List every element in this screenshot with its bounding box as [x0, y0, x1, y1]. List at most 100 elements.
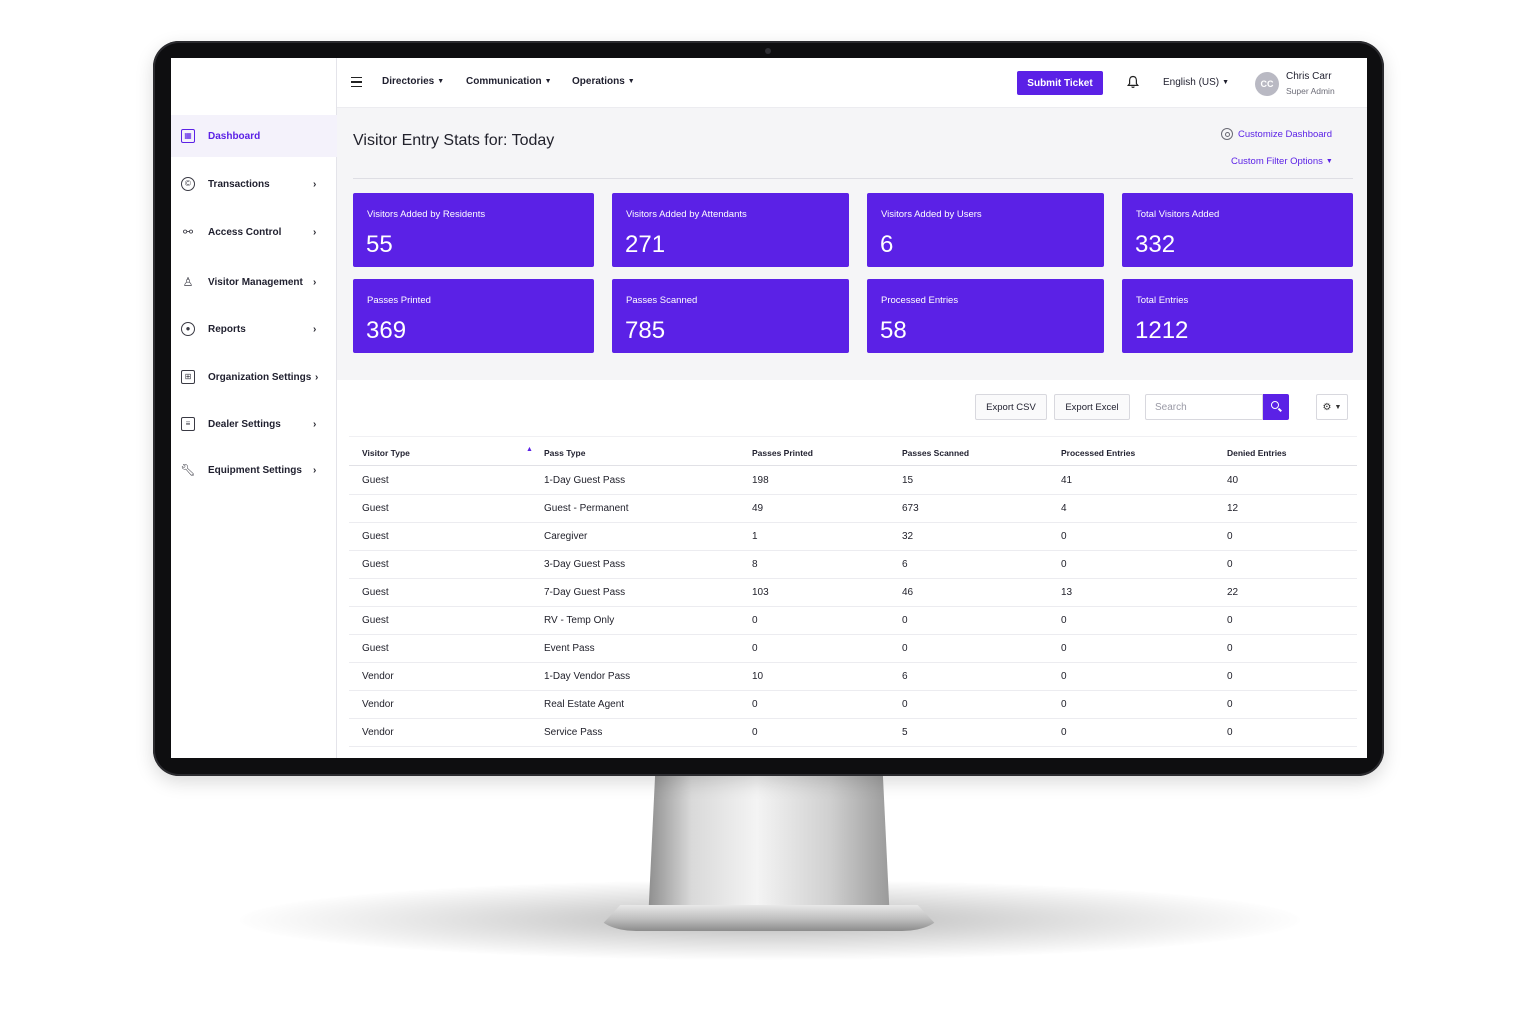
custom-filter-options-dropdown[interactable]: Custom Filter Options ▼ — [1231, 156, 1333, 167]
cell-denied-entries: 40 — [1227, 475, 1239, 486]
table-row[interactable]: Vendor Service Pass 0 5 0 0 — [349, 719, 1357, 747]
reports-icon: ● — [181, 322, 195, 336]
stat-label: Total Entries — [1136, 295, 1189, 306]
cell-processed-entries: 0 — [1061, 727, 1067, 738]
cell-pass-type: 1-Day Vendor Pass — [544, 671, 631, 682]
caret-down-icon: ▼ — [544, 78, 552, 85]
stat-card-passes-scanned[interactable]: Passes Scanned 785 — [612, 279, 849, 353]
table-row[interactable]: Guest Caregiver 1 32 0 0 — [349, 523, 1357, 551]
sidebar-item-dealer-settings[interactable]: ≡ Dealer Settings › — [171, 403, 337, 445]
cell-denied-entries: 0 — [1227, 727, 1233, 738]
cell-passes-scanned: 0 — [902, 615, 908, 626]
cell-visitor-type: Guest — [362, 503, 389, 514]
stat-value: 785 — [625, 317, 666, 344]
stat-label: Visitors Added by Users — [881, 209, 982, 220]
sidebar-item-equipment-settings[interactable]: 🔧︎ Equipment Settings › — [171, 449, 337, 491]
export-csv-button[interactable]: Export CSV — [975, 394, 1047, 420]
monitor-stand-base — [596, 905, 942, 931]
cell-pass-type: Event Pass — [544, 643, 595, 654]
cell-passes-scanned: 673 — [902, 503, 919, 514]
column-header-processed-entries[interactable]: Processed Entries — [1061, 448, 1136, 458]
customize-dashboard-link[interactable]: Customize Dashboard — [1221, 128, 1332, 140]
sidebar-item-reports[interactable]: ● Reports › — [171, 308, 337, 350]
caret-down-icon: ▼ — [1222, 79, 1230, 86]
menu-label: Operations — [572, 76, 625, 87]
cell-passes-scanned: 0 — [902, 699, 908, 710]
cell-pass-type: Real Estate Agent — [544, 699, 625, 710]
sidebar-item-label: Organization Settings — [208, 371, 312, 383]
cell-passes-printed: 10 — [752, 671, 764, 682]
stat-card-visitors-users[interactable]: Visitors Added by Users 6 — [867, 193, 1104, 267]
cell-passes-scanned: 15 — [902, 475, 914, 486]
cell-visitor-type: Vendor — [362, 671, 394, 682]
notification-bell-icon[interactable] — [1127, 75, 1139, 89]
sort-ascending-icon[interactable]: ▲ — [526, 446, 533, 453]
cell-denied-entries: 0 — [1227, 643, 1233, 654]
sidebar-item-organization-settings[interactable]: ⊞ Organization Settings › — [171, 356, 337, 398]
sidebar-item-label: Access Control — [208, 226, 282, 238]
app-screen: ▦ Dashboard © Transactions › ⚯ Access Co… — [171, 58, 1367, 758]
cell-visitor-type: Guest — [362, 587, 389, 598]
table-row[interactable]: Guest 1-Day Guest Pass 198 15 41 40 — [349, 467, 1357, 495]
column-header-passes-scanned[interactable]: Passes Scanned — [902, 448, 970, 458]
cell-visitor-type: Guest — [362, 475, 389, 486]
table-settings-button[interactable]: ⚙ ▼ — [1316, 394, 1348, 420]
menu-label: Communication — [466, 76, 542, 87]
column-header-denied-entries[interactable]: Denied Entries — [1227, 448, 1287, 458]
stat-card-processed-entries[interactable]: Processed Entries 58 — [867, 279, 1104, 353]
column-header-passes-printed[interactable]: Passes Printed — [752, 448, 813, 458]
stat-value: 58 — [880, 317, 907, 344]
cell-processed-entries: 0 — [1061, 699, 1067, 710]
cell-passes-printed: 0 — [752, 643, 758, 654]
sidebar-item-transactions[interactable]: © Transactions › — [171, 163, 337, 205]
menu-directories[interactable]: Directories ▼ — [382, 76, 444, 87]
table-row[interactable]: Vendor 1-Day Vendor Pass 10 6 0 0 — [349, 663, 1357, 691]
table-row[interactable]: Guest RV - Temp Only 0 0 0 0 — [349, 607, 1357, 635]
table-row[interactable]: Guest 3-Day Guest Pass 8 6 0 0 — [349, 551, 1357, 579]
sidebar-item-label: Visitor Management — [208, 276, 303, 288]
cell-processed-entries: 41 — [1061, 475, 1073, 486]
sidebar-item-access-control[interactable]: ⚯ Access Control › — [171, 211, 337, 253]
dealer-icon: ≡ — [181, 417, 195, 431]
menu-communication[interactable]: Communication ▼ — [466, 76, 552, 87]
search-input[interactable]: Search — [1145, 394, 1263, 420]
hamburger-menu-icon[interactable] — [351, 77, 362, 87]
stat-label: Passes Scanned — [626, 295, 698, 306]
avatar[interactable]: CC — [1255, 72, 1279, 96]
column-header-visitor-type[interactable]: Visitor Type — [362, 448, 410, 458]
stat-value: 369 — [366, 317, 407, 344]
sidebar-item-visitor-management[interactable]: ♙ Visitor Management › — [171, 261, 337, 303]
stat-card-passes-printed[interactable]: Passes Printed 369 — [353, 279, 594, 353]
user-name[interactable]: Chris Carr — [1286, 71, 1332, 82]
stat-value: 1212 — [1135, 317, 1189, 344]
cell-processed-entries: 13 — [1061, 587, 1073, 598]
language-selector[interactable]: English (US) ▼ — [1163, 77, 1229, 88]
stat-card-total-visitors[interactable]: Total Visitors Added 332 — [1122, 193, 1353, 267]
cell-visitor-type: Guest — [362, 531, 389, 542]
submit-ticket-button[interactable]: Submit Ticket — [1017, 71, 1103, 95]
table-row[interactable]: Guest Event Pass 0 0 0 0 — [349, 635, 1357, 663]
table-row[interactable]: Guest 7-Day Guest Pass 103 46 13 22 — [349, 579, 1357, 607]
table-row[interactable]: Vendor Real Estate Agent 0 0 0 0 — [349, 691, 1357, 719]
search-button[interactable] — [1263, 394, 1289, 420]
cell-pass-type: Service Pass — [544, 727, 603, 738]
caret-down-icon: ▼ — [1334, 403, 1342, 411]
stat-card-visitors-attendants[interactable]: Visitors Added by Attendants 271 — [612, 193, 849, 267]
cell-visitor-type: Vendor — [362, 727, 394, 738]
cell-visitor-type: Guest — [362, 643, 389, 654]
cell-passes-printed: 0 — [752, 615, 758, 626]
cell-pass-type: 7-Day Guest Pass — [544, 587, 626, 598]
sidebar-item-label: Reports — [208, 323, 246, 335]
cell-denied-entries: 0 — [1227, 671, 1233, 682]
menu-operations[interactable]: Operations ▼ — [572, 76, 635, 87]
sidebar-item-label: Equipment Settings — [208, 464, 302, 476]
stat-card-visitors-residents[interactable]: Visitors Added by Residents 55 — [353, 193, 594, 267]
stat-card-total-entries[interactable]: Total Entries 1212 — [1122, 279, 1353, 353]
column-header-pass-type[interactable]: Pass Type — [544, 448, 586, 458]
cell-denied-entries: 0 — [1227, 531, 1233, 542]
sidebar-item-dashboard[interactable]: ▦ Dashboard — [171, 115, 337, 157]
export-excel-button[interactable]: Export Excel — [1054, 394, 1130, 420]
top-navbar: Directories ▼ Communication ▼ Operations ▼ … — [337, 58, 1367, 108]
table-row[interactable]: Guest Guest - Permanent 49 673 4 12 — [349, 495, 1357, 523]
stat-value: 271 — [625, 231, 666, 258]
